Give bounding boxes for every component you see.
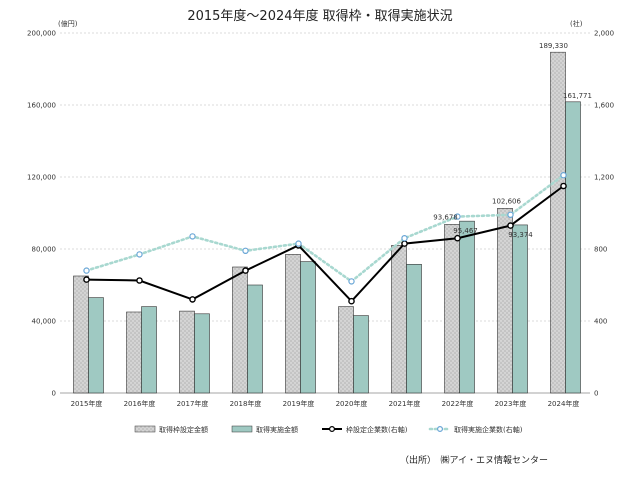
point-executed-companies: [401, 234, 408, 242]
legend-marker-executed-companies: [437, 426, 444, 433]
point-executed-companies: [560, 171, 567, 179]
x-tick-label: 2015年度: [71, 399, 103, 408]
point-frame-companies: [83, 276, 90, 283]
right-tick-label: 1,600: [594, 102, 614, 110]
legend-swatch-executed-amount: [231, 425, 253, 433]
bar-executed-amount: [300, 261, 316, 394]
x-tick-label: 2017年度: [177, 399, 209, 408]
legend-label: 枠設定企業数(右軸): [346, 425, 408, 434]
bar-executed-amount: [512, 224, 528, 394]
left-tick-label: 200,000: [27, 30, 56, 38]
data-label: 102,606: [492, 197, 521, 205]
left-tick-label: 120,000: [27, 174, 56, 182]
x-axis-ticks: 2015年度 2016年度 2017年度 2018年度 2019年度 2020年度 2021…: [71, 399, 580, 408]
data-labels: 93,678 95,467 102,606 93,374 189,330 161,771: [433, 42, 592, 239]
left-tick-label: 0: [52, 390, 56, 398]
data-label: 93,678: [433, 213, 458, 221]
right-tick-label: 800: [594, 246, 607, 254]
bar-executed-amount: [353, 315, 369, 394]
lines: [83, 171, 567, 305]
x-tick-label: 2024年度: [548, 399, 580, 408]
bar-executed-amount: [88, 297, 104, 394]
left-axis-ticks: 0 40,000 80,000 120,000 160,000 200,000: [27, 30, 56, 398]
point-frame-companies: [189, 296, 196, 303]
legend-label: 取得実施金額: [256, 425, 298, 434]
bar-frame-amount: [232, 266, 248, 394]
x-tick-label: 2022年度: [442, 399, 474, 408]
right-tick-label: 1,200: [594, 174, 614, 182]
bar-executed-amount: [459, 220, 475, 394]
right-axis-unit: (社): [570, 19, 583, 28]
source-note: （出所） ㈱アイ・エヌ情報センター: [400, 454, 548, 466]
x-tick-label: 2020年度: [336, 399, 368, 408]
legend-swatch-frame-amount: [134, 425, 156, 433]
point-executed-companies: [242, 247, 249, 254]
right-axis-ticks: 0 400 800 1,200 1,600 2,000: [594, 30, 614, 398]
x-tick-label: 2023年度: [495, 399, 527, 408]
x-tick-label: 2019年度: [283, 399, 315, 408]
bar-frame-amount: [126, 311, 142, 394]
point-frame-companies: [136, 277, 143, 284]
x-tick-label: 2018年度: [230, 399, 262, 408]
data-label: 161,771: [563, 92, 592, 100]
legend: 取得枠設定金額 取得実施金額 枠設定企業数(右軸) 取得実施企業数(右軸): [134, 425, 523, 434]
data-label: 189,330: [539, 42, 568, 50]
point-frame-companies: [507, 222, 514, 229]
right-tick-label: 0: [594, 390, 598, 398]
line-executed-companies: [85, 173, 565, 284]
bar-frame-amount: [444, 224, 460, 394]
bar-frame-amount: [550, 51, 566, 394]
right-tick-label: 2,000: [594, 30, 614, 38]
point-frame-companies: [401, 240, 408, 247]
left-tick-label: 80,000: [32, 246, 57, 254]
bar-executed-amount: [406, 263, 422, 394]
point-executed-companies: [348, 278, 355, 285]
point-frame-companies: [454, 234, 461, 242]
point-frame-companies: [560, 182, 567, 190]
bar-executed-amount: [194, 313, 210, 394]
line-frame-companies: [86, 185, 565, 303]
bars: [73, 51, 581, 394]
left-tick-label: 40,000: [32, 318, 57, 326]
x-tick-label: 2016年度: [124, 399, 156, 408]
point-executed-companies: [454, 213, 461, 220]
bar-frame-amount: [338, 306, 354, 394]
point-frame-companies: [242, 267, 249, 274]
left-tick-label: 160,000: [27, 102, 56, 110]
data-label: 93,374: [508, 231, 533, 239]
point-frame-companies: [348, 297, 355, 305]
point-executed-companies: [295, 240, 302, 247]
point-executed-companies: [83, 267, 90, 274]
x-tick-label: 2021年度: [389, 399, 421, 408]
data-label: 95,467: [453, 227, 478, 235]
left-axis-unit: (億円): [58, 19, 78, 28]
bar-frame-amount: [285, 254, 301, 394]
legend-marker-frame-companies: [329, 426, 336, 433]
chart-title: 2015年度～2024年度 取得枠・取得実施状況: [187, 8, 452, 24]
bar-frame-amount: [179, 310, 195, 394]
point-executed-companies: [136, 251, 143, 258]
right-tick-label: 400: [594, 318, 607, 326]
point-executed-companies: [189, 233, 196, 240]
point-executed-companies: [507, 211, 514, 218]
bar-frame-amount: [391, 245, 407, 394]
bar-frame-amount: [73, 275, 89, 394]
legend-label: 取得実施企業数(右軸): [454, 425, 523, 434]
bar-executed-amount: [247, 284, 263, 394]
legend-label: 取得枠設定金額: [159, 425, 208, 434]
bar-executed-amount: [141, 306, 157, 394]
bar-executed-amount: [565, 101, 581, 394]
